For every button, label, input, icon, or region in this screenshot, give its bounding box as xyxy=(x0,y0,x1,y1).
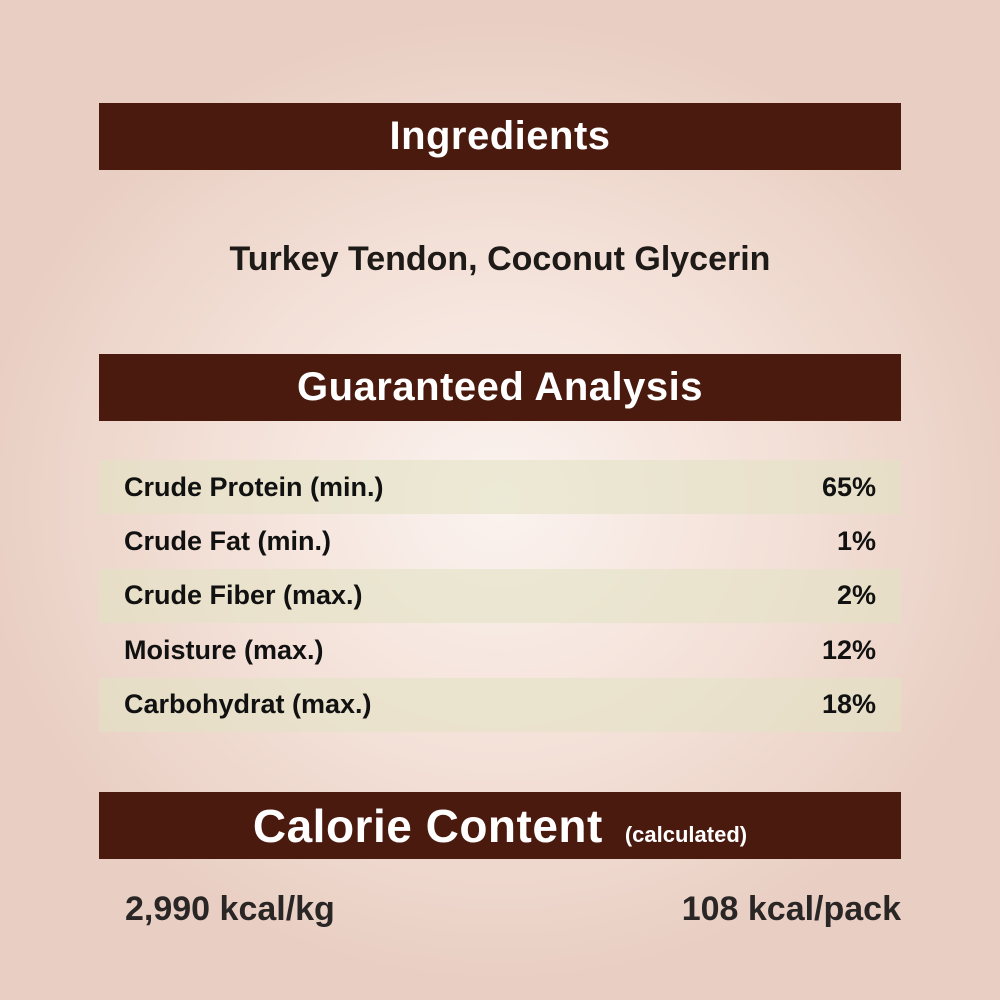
calorie-note: (calculated) xyxy=(624,822,748,847)
analysis-row: Carbohydrat (max.) 18% xyxy=(99,677,901,732)
row-label: Carbohydrat (max.) xyxy=(124,689,372,720)
row-value: 65% xyxy=(821,471,876,502)
row-value: 1% xyxy=(836,526,876,557)
row-label: Crude Protein (min.) xyxy=(124,471,384,502)
analysis-banner: Guaranteed Analysis xyxy=(99,354,901,421)
row-label: Crude Fat (min.) xyxy=(124,526,331,557)
calorie-per-pack: 108 kcal/pack xyxy=(681,890,901,928)
ingredients-banner: Ingredients xyxy=(99,103,901,170)
analysis-title: Guaranteed Analysis xyxy=(297,365,703,409)
row-label: Crude Fiber (max.) xyxy=(124,580,363,611)
row-value: 12% xyxy=(821,634,876,665)
calorie-banner: Calorie Content (calculated) xyxy=(99,792,901,859)
ingredients-text: Turkey Tendon, Coconut Glycerin xyxy=(229,240,771,278)
ingredients-title: Ingredients xyxy=(389,114,611,158)
analysis-row: Crude Fat (min.) 1% xyxy=(99,514,901,568)
row-value: 2% xyxy=(836,580,876,611)
analysis-row: Crude Fiber (max.) 2% xyxy=(99,568,901,624)
analysis-table: Crude Protein (min.) 65% Crude Fat (min.)… xyxy=(99,460,901,732)
row-value: 18% xyxy=(821,689,876,720)
row-label: Moisture (max.) xyxy=(124,634,324,665)
calorie-title: Calorie Content xyxy=(252,800,603,852)
calorie-per-kg: 2,990 kcal/kg xyxy=(125,890,335,928)
analysis-row: Crude Protein (min.) 65% xyxy=(99,460,901,515)
analysis-row: Moisture (max.) 12% xyxy=(99,623,901,677)
